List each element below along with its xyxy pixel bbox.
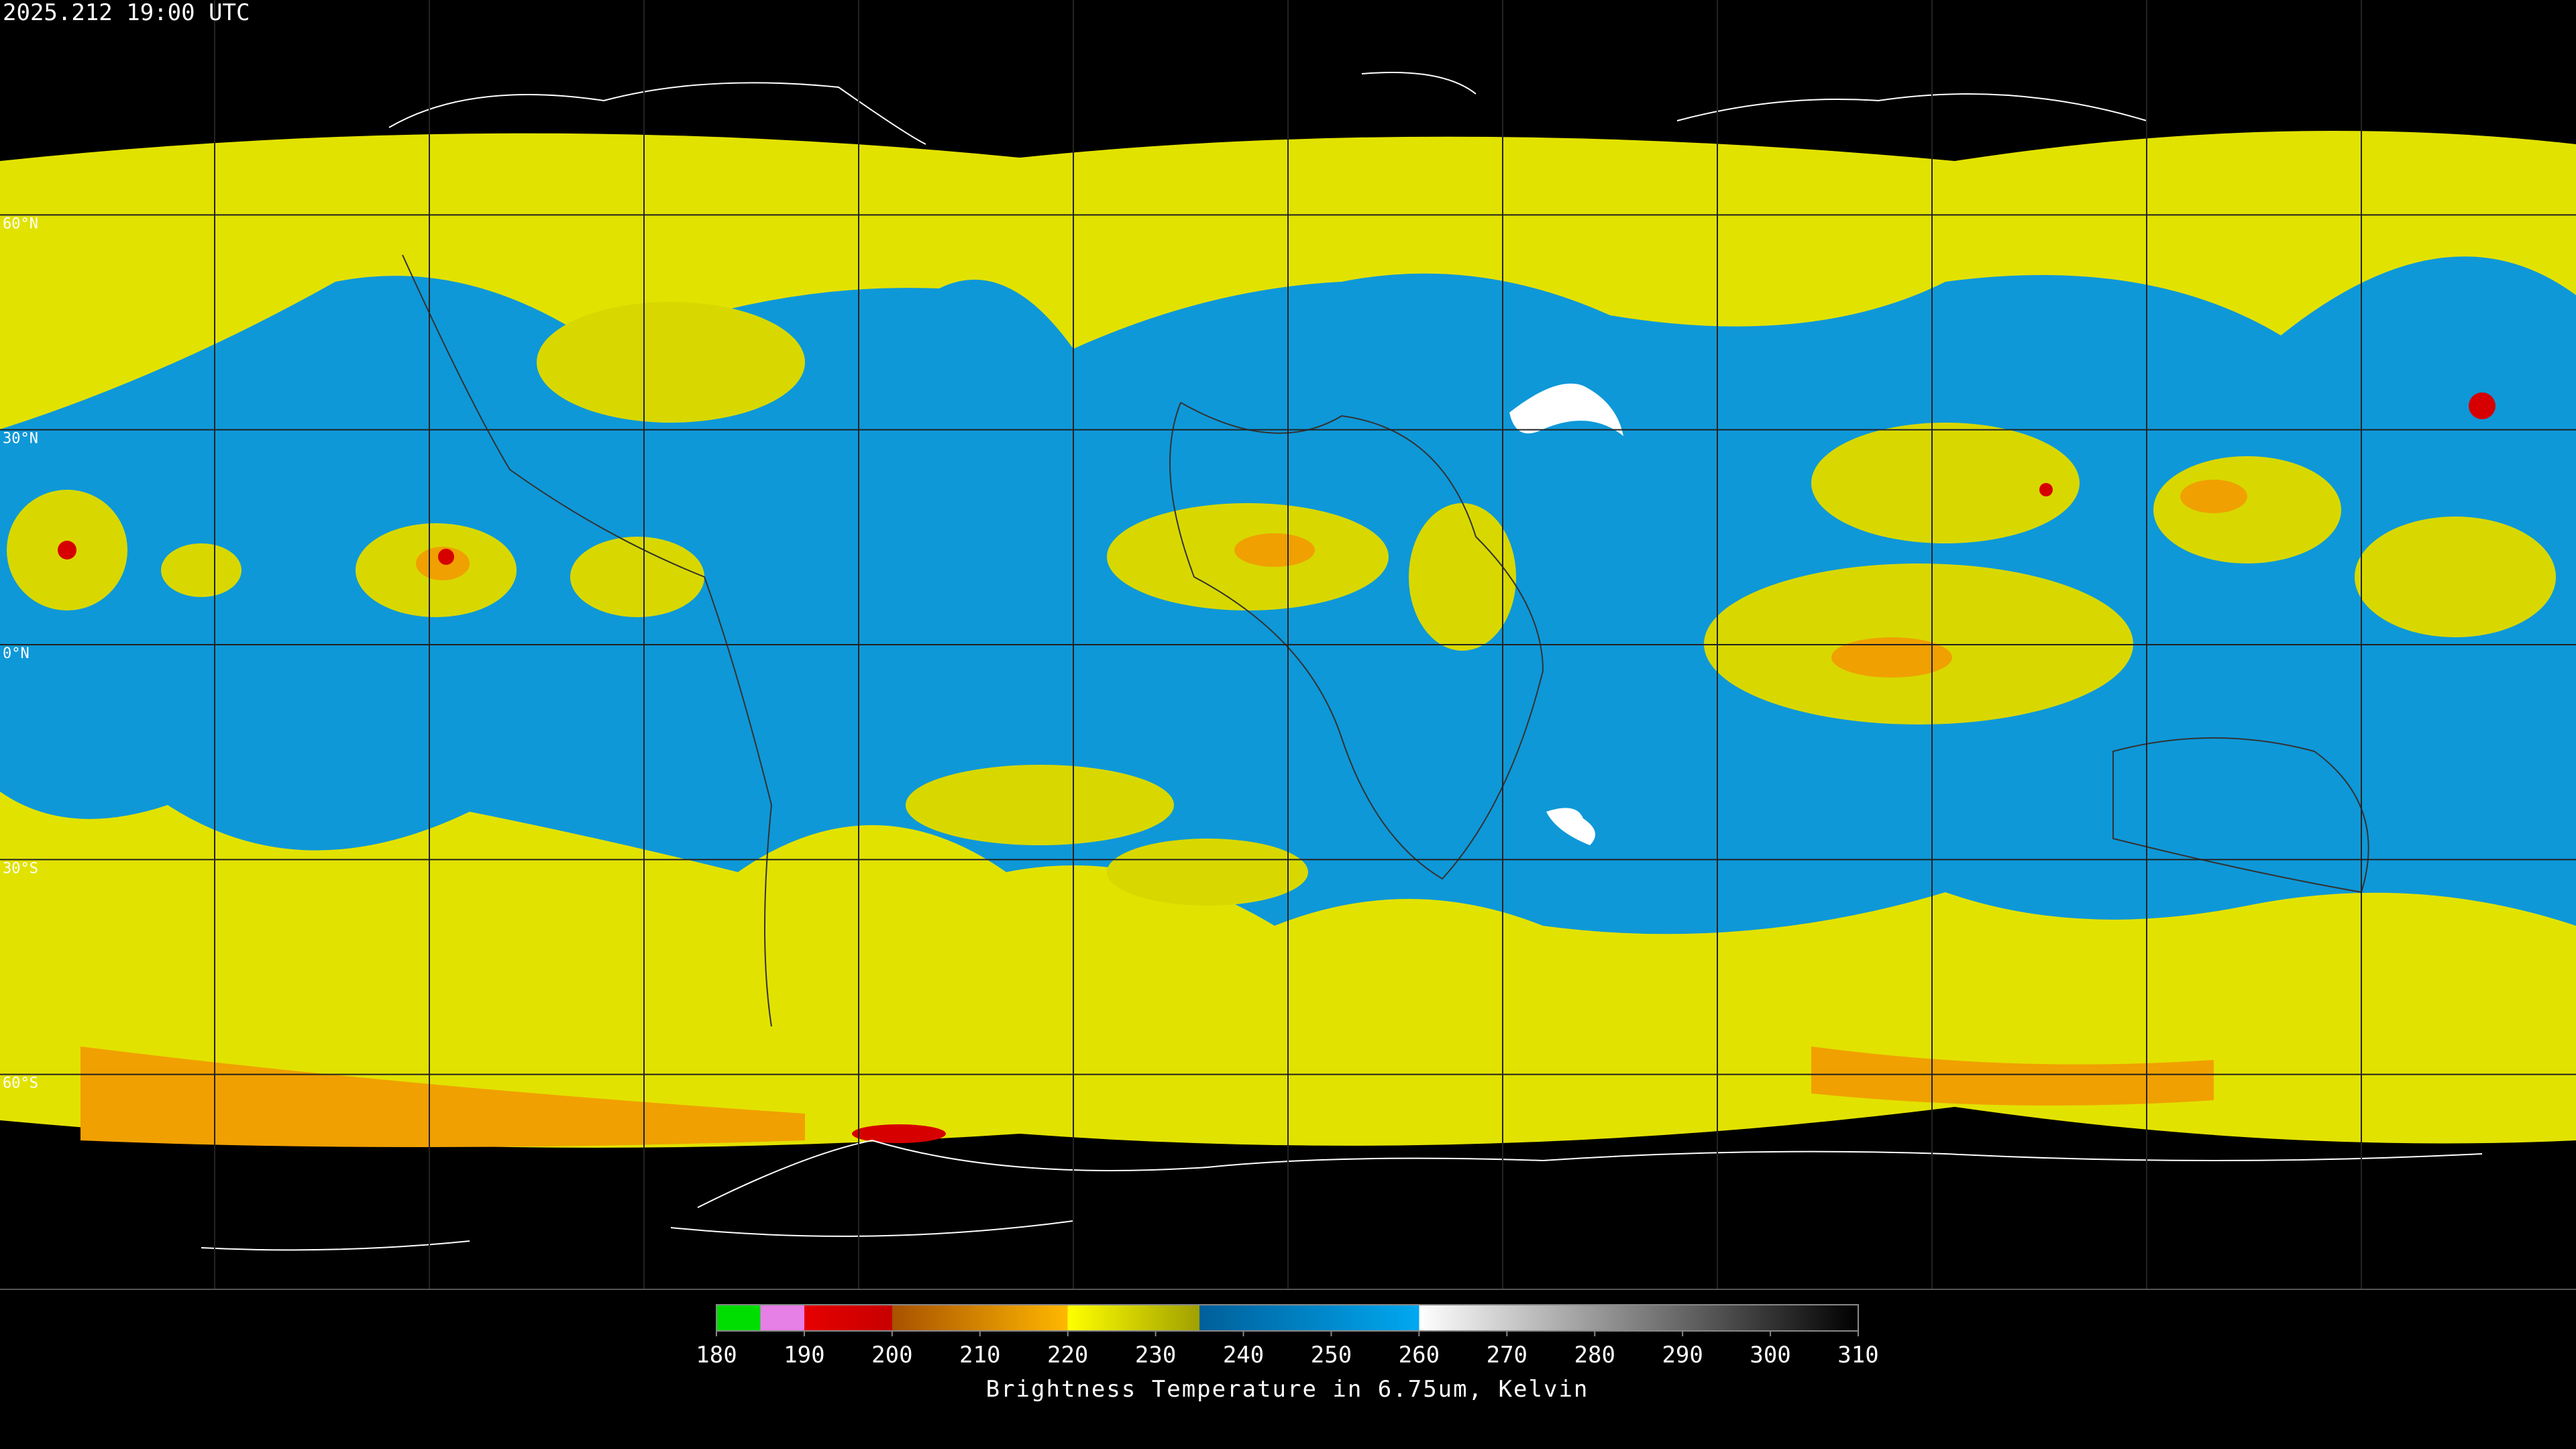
colorbar-ramp xyxy=(716,1304,1859,1332)
colorbar-title: Brightness Temperature in 6.75um, Kelvin xyxy=(986,1376,1589,1403)
map xyxy=(0,0,2576,1290)
colorbar-tick-label: 210 xyxy=(959,1342,1000,1368)
colorbar-tick-label: 180 xyxy=(696,1342,737,1368)
colorbar: 180 190 200 210 220 230 240 250 260 270 280 290 300 3… xyxy=(696,1304,1879,1368)
colorbar-tick-label: 220 xyxy=(1047,1342,1088,1368)
latitude-labels: 60°N 30°N 0°N 30°S 60°S xyxy=(3,215,38,1091)
colorbar-tick-label: 270 xyxy=(1487,1342,1527,1368)
latitude-label: 30°N xyxy=(3,431,38,447)
colorbar-tick-label: 250 xyxy=(1311,1342,1352,1368)
latitude-label: 30°S xyxy=(3,860,38,877)
warm-dry-areas xyxy=(1509,383,1623,845)
latitude-label: 0°N xyxy=(3,645,30,662)
timestamp: 2025.212 19:00 UTC xyxy=(3,0,250,26)
coldest-tops xyxy=(58,392,2496,1143)
colorbar-tick-label: 280 xyxy=(1574,1342,1615,1368)
colorbar-tick-label: 190 xyxy=(784,1342,824,1368)
coastline xyxy=(388,72,2147,145)
cold-cloud-tops xyxy=(80,480,2247,1147)
graticule xyxy=(0,0,2576,1290)
latitude-label: 60°N xyxy=(3,215,38,232)
colorbar-tick-label: 290 xyxy=(1662,1342,1703,1368)
coastline xyxy=(201,1139,2483,1251)
colorbar-tick-label: 310 xyxy=(1837,1342,1878,1368)
colorbar-tick-label: 230 xyxy=(1135,1342,1176,1368)
coastline xyxy=(402,254,2369,1027)
colorbar-tick-label: 300 xyxy=(1750,1342,1790,1368)
colorbar-tick-label: 240 xyxy=(1223,1342,1264,1368)
colorbar-tick-label: 200 xyxy=(871,1342,912,1368)
colorbar-tick-label: 260 xyxy=(1399,1342,1440,1368)
latitude-label: 60°S xyxy=(3,1075,38,1092)
